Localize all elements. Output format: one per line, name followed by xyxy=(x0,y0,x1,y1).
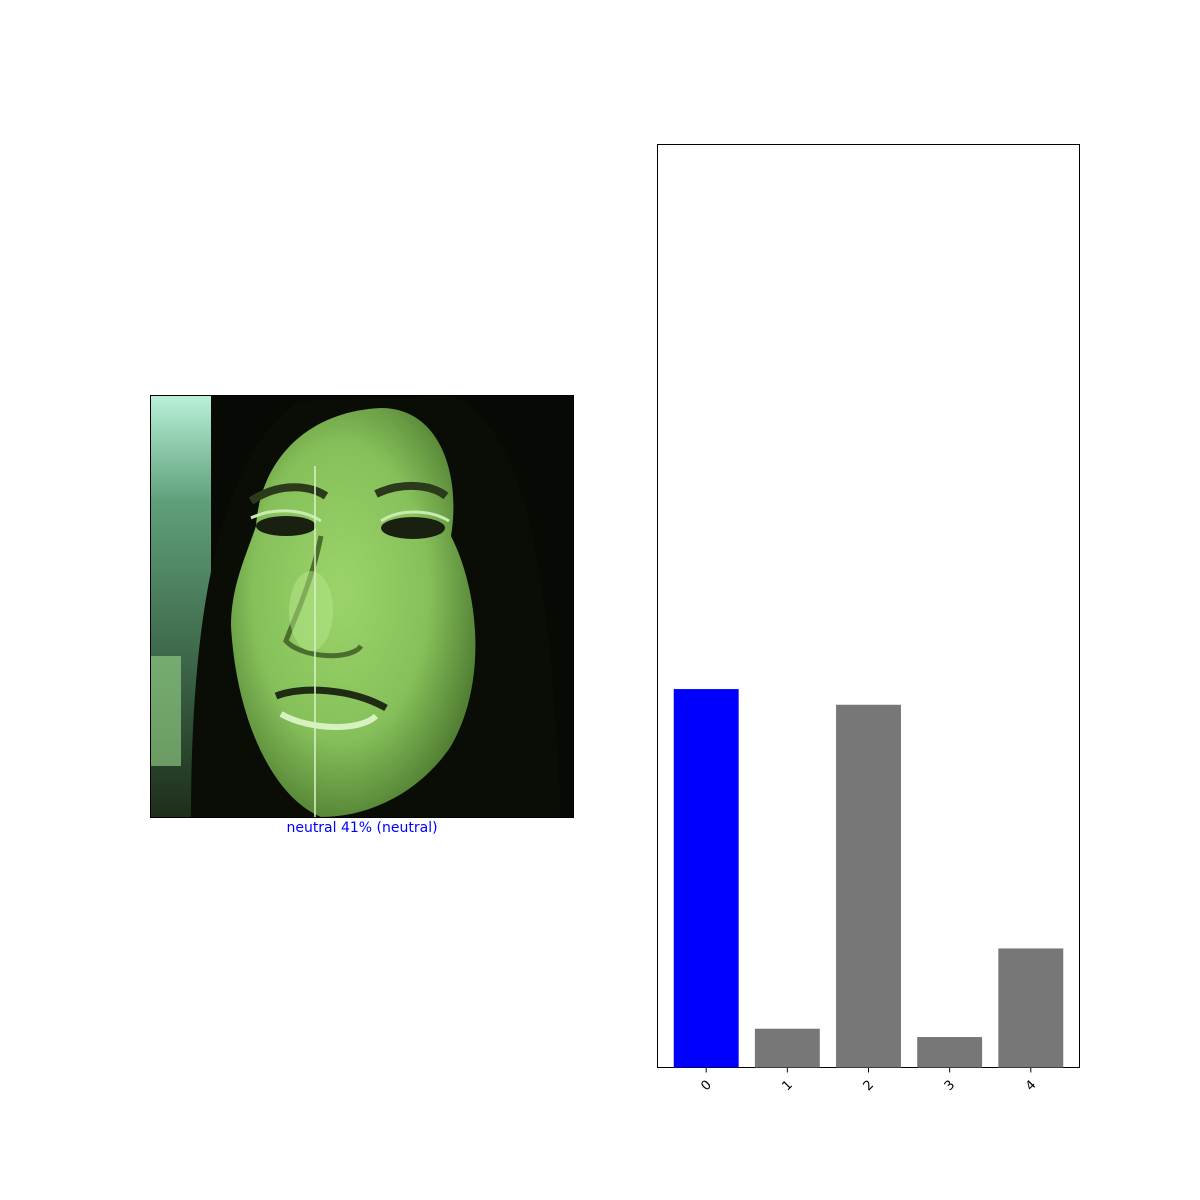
bar-4 xyxy=(998,948,1064,1068)
chart-bars xyxy=(673,689,1064,1068)
chart-x-ticks: 0 1 2 3 4 xyxy=(698,1067,1039,1094)
x-tick-label-2: 2 xyxy=(861,1078,877,1094)
x-tick-label-1: 1 xyxy=(779,1078,795,1094)
prediction-caption: neutral 41% (neutral) xyxy=(286,820,438,836)
bar-0 xyxy=(673,689,739,1068)
x-tick-label-3: 3 xyxy=(942,1078,958,1094)
face-image xyxy=(151,396,573,817)
bar-3 xyxy=(917,1037,983,1068)
x-tick-label-0: 0 xyxy=(698,1078,714,1094)
bar-2 xyxy=(836,704,901,1068)
x-tick-label-4: 4 xyxy=(1023,1078,1039,1094)
bar-1 xyxy=(754,1028,820,1068)
face-image-panel xyxy=(150,395,574,818)
